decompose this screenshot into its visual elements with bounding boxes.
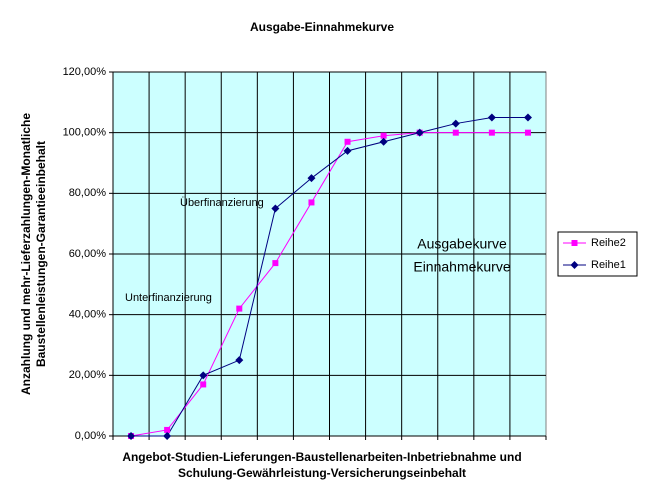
annotation: Ausgabekurve: [417, 236, 507, 252]
marker: [164, 426, 171, 433]
series-line: [131, 117, 528, 437]
x-axis-title: Angebot-Studien-Lieferungen-Baustellenar…: [122, 450, 521, 464]
marker: [127, 432, 136, 440]
marker: [307, 174, 316, 183]
legend-marker: [571, 240, 578, 246]
marker: [343, 146, 352, 155]
annotation: Unterfinanzierung: [125, 292, 212, 304]
annotation: Überfinanzierung: [180, 197, 264, 209]
marker: [488, 129, 495, 136]
marker: [271, 204, 280, 213]
marker: [523, 113, 532, 122]
marker: [451, 119, 460, 128]
marker: [452, 129, 459, 136]
marker: [487, 113, 496, 122]
y-axis-title: Baustellenleistungen-Garantieeinbehalt: [34, 141, 48, 367]
marker: [524, 129, 531, 136]
marker: [380, 132, 387, 139]
marker: [272, 260, 279, 267]
annotation: Einnahmekurve: [413, 259, 510, 275]
y-tick-label: 60,00%: [69, 248, 107, 260]
marker: [379, 137, 388, 146]
marker: [344, 138, 351, 145]
marker: [308, 199, 315, 206]
y-tick-label: 100,00%: [63, 127, 107, 139]
x-axis-title: Schulung-Gewährleistung-Versicherungsein…: [178, 466, 466, 480]
y-tick-label: 80,00%: [69, 187, 107, 199]
legend-marker: [570, 261, 579, 269]
marker: [200, 381, 207, 388]
legend-box: [557, 231, 638, 277]
series-line: [130, 132, 528, 437]
marker: [415, 128, 424, 137]
y-tick-label: 40,00%: [69, 309, 107, 321]
legend-label: Reihe1: [591, 259, 626, 271]
y-tick-label: 0,00%: [75, 430, 106, 442]
y-tick-label: 20,00%: [69, 369, 107, 381]
marker: [199, 371, 208, 380]
legend-label: Reihe2: [591, 237, 626, 249]
y-axis-title: Anzahlung und mehr-Lieferzahlungen-Monat…: [19, 113, 33, 395]
marker: [235, 356, 244, 365]
marker: [163, 432, 172, 440]
chart-title: Ausgabe-Einnahmekurve: [250, 20, 394, 34]
y-tick-label: 120,00%: [63, 66, 107, 78]
marker: [236, 305, 243, 312]
